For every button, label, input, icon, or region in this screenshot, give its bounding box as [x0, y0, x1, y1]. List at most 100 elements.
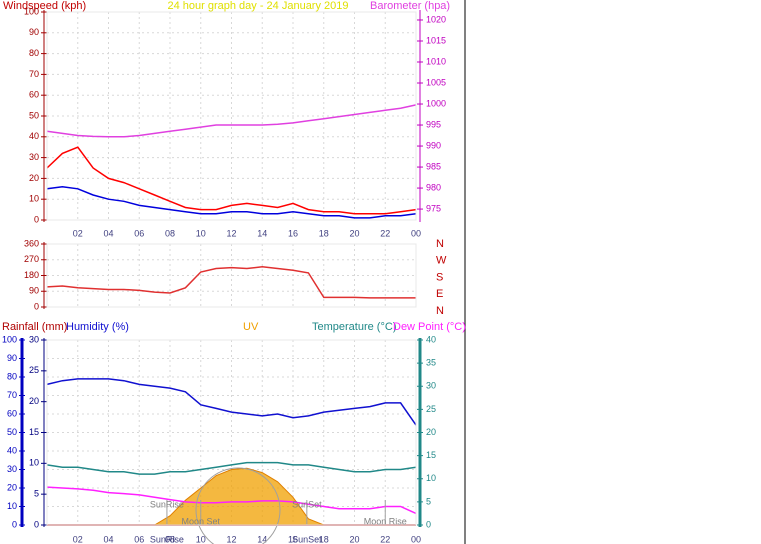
y-tick-label: 10: [29, 458, 39, 468]
legend-label: UV: [243, 321, 259, 333]
x-tick-label: 04: [103, 534, 113, 544]
direction-label: W: [436, 255, 447, 267]
legend-label: Rainfall (mm): [2, 321, 67, 333]
x-tick-label: 00: [411, 228, 421, 238]
x-tick-label: 22: [380, 534, 390, 544]
y-tick-label: 60: [7, 408, 17, 418]
y-tick-label: 980: [426, 182, 441, 192]
y-tick-label: 90: [29, 286, 39, 296]
y-tick-label: 25: [426, 404, 436, 414]
y-tick-label: 60: [29, 90, 39, 100]
y-tick-label: 70: [7, 390, 17, 400]
x-tick-label: 08: [165, 228, 175, 238]
x-tick-label: 20: [349, 534, 359, 544]
x-tick-label: 04: [103, 228, 113, 238]
x-tick-label: 06: [134, 228, 144, 238]
y-tick-label: 35: [426, 358, 436, 368]
y-tick-label: 10: [29, 194, 39, 204]
y-tick-label: 10: [426, 473, 436, 483]
y-tick-label: 10: [7, 501, 17, 511]
sun-arc: [195, 467, 281, 544]
direction-label: N: [436, 305, 444, 317]
annotation: SunRise: [150, 534, 184, 544]
y-tick-label: 30: [7, 464, 17, 474]
y-tick-label: 70: [29, 69, 39, 79]
line: [46, 378, 417, 426]
y-tick-label: 50: [29, 110, 39, 120]
annotation: SunSet: [292, 499, 322, 509]
y-tick-label: 180: [24, 270, 39, 280]
y-tick-label: 360: [24, 238, 39, 248]
y-tick-label: 90: [7, 353, 17, 363]
y-tick-label: 40: [7, 445, 17, 455]
y-tick-label: 0: [34, 301, 39, 311]
y-tick-label: 1010: [426, 56, 446, 66]
line: [46, 486, 417, 515]
line: [46, 185, 417, 219]
x-tick-label: 02: [73, 534, 83, 544]
line: [46, 104, 417, 138]
x-tick-label: 12: [226, 228, 236, 238]
x-tick-label: 16: [288, 228, 298, 238]
y-tick-label: 20: [29, 396, 39, 406]
x-tick-label: 16: [288, 534, 298, 544]
y-tick-label: 80: [7, 371, 17, 381]
x-tick-label: 10: [196, 534, 206, 544]
x-tick-label: 00: [411, 534, 421, 544]
plot-frame: [46, 339, 417, 526]
annotation: Moon Rise: [364, 516, 407, 526]
x-tick-label: 14: [257, 534, 267, 544]
y-tick-label: 1005: [426, 77, 446, 87]
y-tick-label: 270: [24, 254, 39, 264]
y-tick-label: 50: [7, 427, 17, 437]
y-tick-label: 20: [426, 427, 436, 437]
legend-label: Dew Point (°C): [393, 321, 466, 333]
x-tick-label: 12: [226, 534, 236, 544]
y-tick-label: 0: [34, 519, 39, 529]
y-tick-label: 100: [2, 334, 17, 344]
x-tick-label: 18: [319, 534, 329, 544]
y-tick-label: 985: [426, 161, 441, 171]
x-tick-label: 18: [319, 228, 329, 238]
y-tick-label: 30: [29, 152, 39, 162]
legend-label: Humidity (%): [66, 321, 129, 333]
direction-label: S: [436, 271, 443, 283]
y-tick-label: 90: [29, 27, 39, 37]
y-tick-label: 0: [426, 519, 431, 529]
y-tick-label: 1015: [426, 35, 446, 45]
legend-label: Temperature (°C): [312, 321, 396, 333]
x-tick-label: 10: [196, 228, 206, 238]
legend-label: Barometer (hpa): [370, 0, 450, 12]
y-tick-label: 0: [34, 214, 39, 224]
y-tick-label: 1020: [426, 14, 446, 24]
y-tick-label: 80: [29, 48, 39, 58]
y-tick-label: 30: [426, 381, 436, 391]
plot-frame: [46, 11, 417, 221]
y-tick-label: 0: [12, 519, 17, 529]
x-tick-label: 14: [257, 228, 267, 238]
y-tick-label: 1000: [426, 98, 446, 108]
y-tick-label: 40: [29, 131, 39, 141]
direction-label: N: [436, 238, 444, 250]
y-tick-label: 15: [426, 450, 436, 460]
line: [46, 146, 417, 215]
y-tick-label: 30: [29, 334, 39, 344]
direction-label: E: [436, 288, 443, 300]
annotation: Moon Set: [181, 516, 220, 526]
line: [46, 461, 417, 475]
y-tick-label: 5: [34, 489, 39, 499]
y-tick-label: 15: [29, 427, 39, 437]
chart-title: 24 hour graph day - 24 January 2019: [167, 0, 348, 12]
windspeed-label: Windspeed (kph): [3, 0, 86, 12]
y-tick-label: 20: [29, 173, 39, 183]
y-tick-label: 990: [426, 140, 441, 150]
y-tick-label: 20: [7, 482, 17, 492]
y-tick-label: 40: [426, 334, 436, 344]
y-tick-label: 100: [24, 6, 39, 16]
y-tick-label: 995: [426, 119, 441, 129]
x-tick-label: 06: [134, 534, 144, 544]
line: [46, 266, 416, 299]
y-tick-label: 5: [426, 496, 431, 506]
